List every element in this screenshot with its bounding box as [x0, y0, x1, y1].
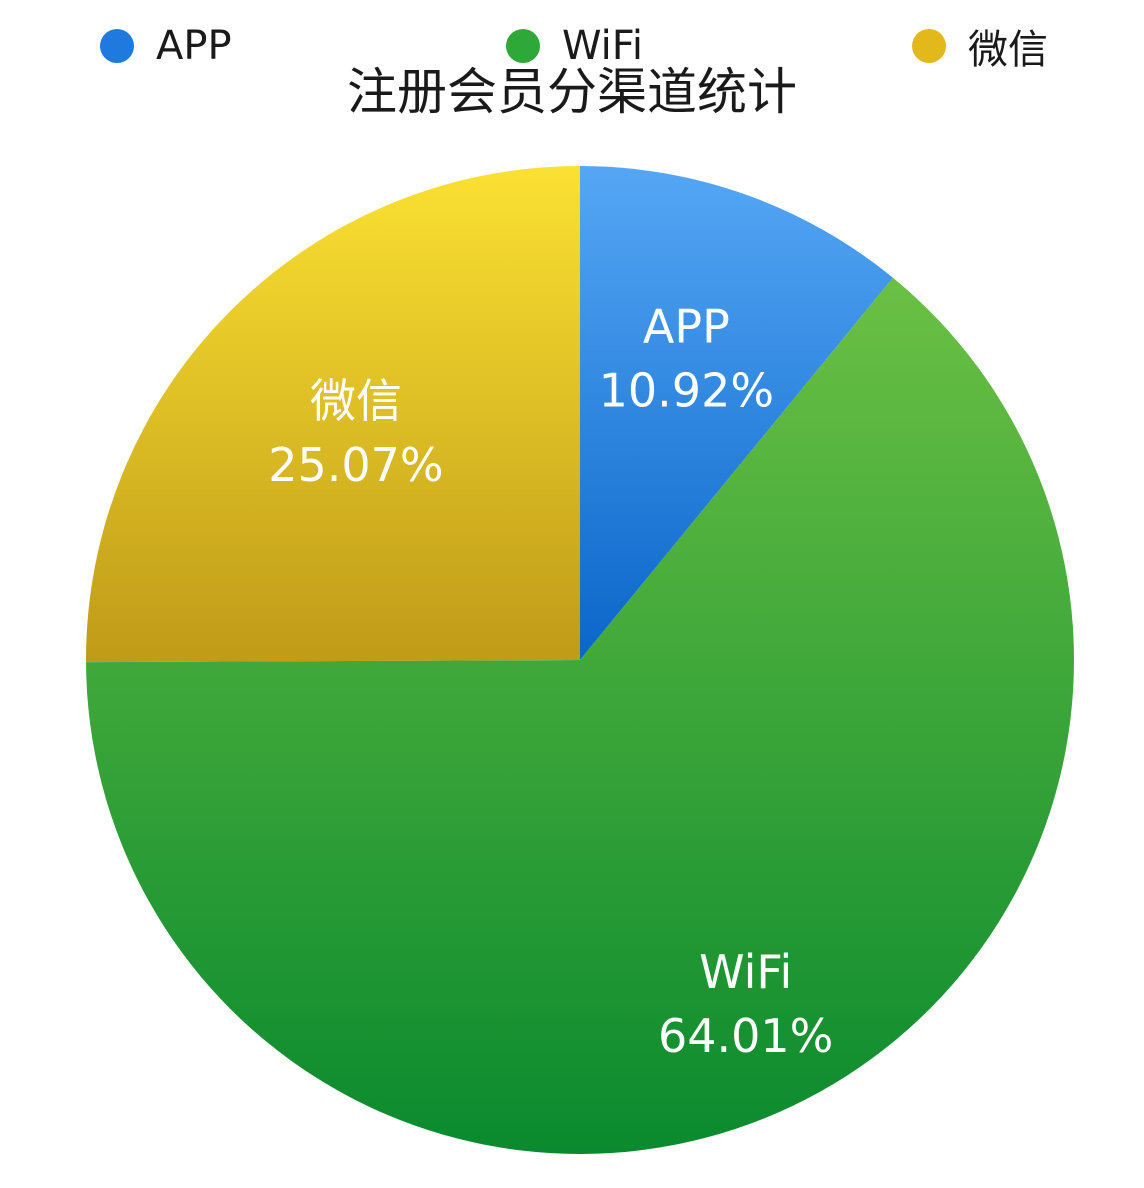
legend-label-app: APP: [156, 23, 232, 69]
chart-title: 注册会员分渠道统计: [347, 63, 797, 121]
legend-item-wechat: 微信: [912, 18, 1048, 74]
legend-swatch-wechat: [912, 29, 946, 63]
pie-slice-wifi: [86, 277, 1075, 1155]
pie-slice-wechat: [85, 166, 580, 663]
legend-swatch-app: [100, 29, 134, 63]
slice-label-app: APP: [643, 299, 730, 353]
legend-label-wechat: 微信: [968, 27, 1048, 73]
legend-item-wifi: WiFi: [506, 18, 643, 74]
pie-slices: [85, 166, 1075, 1155]
slice-value-wechat: 25.07%: [268, 438, 443, 492]
pie-labels: APP 10.92% WiFi 64.01% 微信 25.07%: [268, 299, 833, 1063]
legend-item-app: APP: [100, 18, 232, 74]
legend-swatch-wifi: [506, 29, 540, 63]
slice-label-wifi: WiFi: [699, 945, 792, 999]
pie-slice-app: [580, 166, 893, 660]
legend-label-wifi: WiFi: [562, 23, 643, 69]
slice-value-wifi: 64.01%: [658, 1009, 833, 1063]
slice-value-app: 10.92%: [599, 363, 774, 417]
slice-label-wechat: 微信: [310, 374, 402, 428]
legend: APP WiFi 微信: [0, 18, 1144, 74]
